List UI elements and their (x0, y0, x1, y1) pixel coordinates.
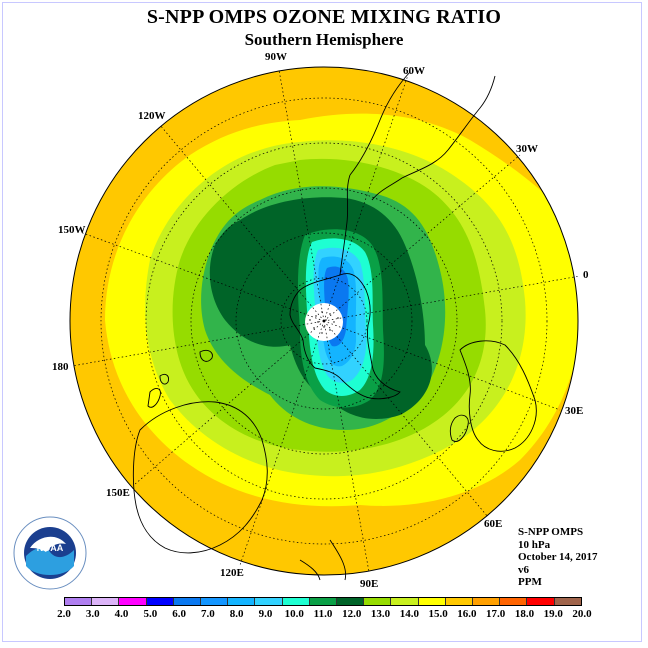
color-tick-label: 4.0 (114, 608, 129, 620)
info-box: S-NPP OMPS 10 hPa October 14, 2017 v6 PP… (518, 526, 598, 589)
meridian-30w (323, 154, 521, 322)
color-scale-ticks: 2.0 3.0 4.0 5.0 6.0 7.0 8.0 9.0 10.0 11.0 12.0 13.0… (52, 608, 600, 622)
color-swatch (337, 598, 365, 605)
meridian-150e (133, 320, 325, 486)
lon-label-90e: 90E (360, 578, 378, 590)
color-tick-label: 13.0 (370, 608, 391, 620)
lon-label-60e: 60E (484, 518, 502, 530)
color-swatch (473, 598, 501, 605)
lon-label-90w: 90W (265, 51, 287, 63)
color-tick-label: 11.0 (313, 608, 333, 620)
color-swatch (65, 598, 93, 605)
color-tick-label: 14.0 (399, 608, 419, 620)
color-tick-label: 20.0 (572, 608, 592, 620)
color-swatch (527, 598, 555, 605)
color-swatch (92, 598, 120, 605)
color-tick-label: 16.0 (457, 608, 477, 620)
australia-coast (132, 401, 268, 554)
noaa-logo: NOAA (13, 516, 87, 590)
color-tick-label: 12.0 (342, 608, 362, 620)
madagascar (449, 414, 469, 442)
latitude-circle (145, 142, 503, 500)
color-swatch (418, 598, 446, 605)
meridian-120e (239, 320, 325, 566)
meridian-120w (159, 124, 325, 322)
lon-label-150w: 150W (58, 224, 86, 236)
meridian-180 (71, 320, 325, 367)
lon-label-30w: 30W (516, 143, 538, 155)
color-swatch (364, 598, 392, 605)
image-frame (2, 2, 642, 642)
meridian-60e (323, 320, 489, 518)
new-zealand (147, 373, 169, 408)
color-tick-label: 18.0 (514, 608, 535, 620)
color-scale-bar (64, 597, 582, 606)
color-tick-label: 2.0 (57, 608, 71, 620)
color-swatch (500, 598, 528, 605)
color-swatch (282, 598, 310, 605)
units-label: PPM (518, 576, 542, 588)
date-label: October 14, 2017 (518, 551, 598, 563)
version-label: v6 (518, 563, 529, 576)
color-swatch (119, 598, 147, 605)
meridian-90w (278, 69, 325, 322)
color-tick-label: 15.0 (428, 608, 448, 620)
africa-coast (459, 340, 537, 452)
lon-label-150e: 150E (106, 487, 130, 499)
meridian-0 (323, 275, 581, 322)
lon-label-60w: 60W (403, 65, 425, 77)
color-swatch (173, 598, 202, 605)
logo-text: NOAA (37, 543, 64, 553)
graticule (71, 69, 581, 573)
lon-label-0: 0 (583, 269, 589, 281)
color-swatch (445, 598, 474, 605)
map-title: S-NPP OMPS OZONE MIXING RATIO (146, 6, 502, 28)
latitude-circle (100, 97, 548, 545)
latitude-circle (235, 232, 413, 410)
color-tick-label: 19.0 (543, 608, 563, 620)
color-tick-label: 5.0 (143, 608, 158, 620)
color-tick-label: 17.0 (486, 608, 506, 620)
color-tick-label: 8.0 (229, 608, 244, 620)
color-swatch (391, 598, 419, 605)
meridian-90e (323, 320, 370, 573)
meridian-150w (79, 231, 325, 322)
instrument-label: S-NPP OMPS (518, 526, 584, 538)
latitude-circle (280, 277, 368, 365)
lon-label-120e: 120E (220, 567, 244, 579)
color-tick-label: 3.0 (85, 608, 100, 620)
map-boundary (69, 66, 579, 576)
color-tick-label: 10.0 (284, 608, 304, 620)
lon-label-180: 180 (52, 361, 69, 373)
color-swatch (228, 598, 256, 605)
meridian-60w (323, 74, 409, 322)
color-swatch (554, 598, 581, 605)
color-tick-label: 9.0 (258, 608, 273, 620)
map-subtitle: Southern Hemisphere (244, 30, 404, 49)
southeast-asia-coast (299, 539, 347, 581)
south-america-coast (349, 71, 496, 201)
lon-label-120w: 120W (138, 110, 166, 122)
color-swatch (201, 598, 229, 605)
color-tick-label: 6.0 (172, 608, 186, 620)
antarctic-peninsula (339, 174, 351, 276)
lon-label-30e: 30E (565, 405, 583, 417)
pressure-level: 10 hPa (518, 538, 551, 551)
latitude-circle (190, 187, 458, 455)
color-swatch (146, 598, 174, 605)
color-swatch (255, 598, 283, 605)
tasmania (199, 349, 213, 362)
color-tick-label: 7.0 (201, 608, 215, 620)
color-swatch (309, 598, 338, 605)
polar-gap-stipple (309, 311, 339, 334)
